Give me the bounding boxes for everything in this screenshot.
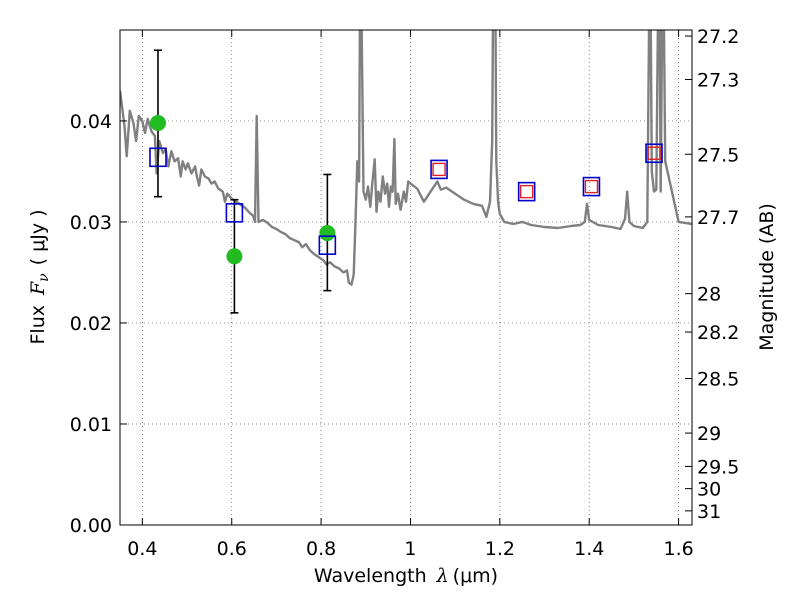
model-band-square [582, 176, 601, 197]
y2-tick-label: 29.5 [697, 456, 739, 478]
y2-tick-label: 27.5 [697, 144, 739, 166]
y2-tick-label: 28.5 [697, 369, 739, 391]
y2-tick-label: 31 [697, 501, 721, 523]
observed-point [149, 114, 166, 131]
x-tick-label: 1 [404, 538, 416, 560]
model-sed-line [120, 30, 692, 286]
y-tick-label: 0.04 [70, 111, 112, 133]
x-tick-label: 0.6 [217, 538, 247, 560]
observed-point [226, 248, 243, 265]
x-axis-label-unit: (μm) [453, 565, 498, 587]
model-band-square [430, 159, 448, 180]
y2-tick-label: 27.2 [697, 26, 739, 48]
y-axis-label-symbol: F [27, 281, 49, 296]
red-inner-square [432, 162, 446, 177]
model-band-square [149, 147, 167, 168]
y2-axis-label: Magnitude (AB) [756, 203, 778, 351]
y-axis-label: Flux Fν ( μJy ) [27, 209, 52, 344]
y-tick-label: 0.00 [70, 515, 112, 537]
y-axis-label-subscript: ν [36, 273, 52, 282]
errorbar-layer [149, 49, 663, 314]
x-tick-label: 0.4 [127, 538, 157, 560]
y2-tick-label: 30 [697, 479, 721, 501]
x-tick-label: 1.4 [574, 538, 604, 560]
model-band-square [645, 143, 663, 164]
y2-tick-label: 28 [697, 284, 721, 306]
observed-point [319, 225, 336, 242]
y2-tick-label: 29 [697, 423, 721, 445]
x-axis-label-prefix: Wavelength [314, 565, 427, 587]
y-axis-label-prefix: Flux [27, 305, 49, 345]
y-tick-label: 0.03 [70, 212, 112, 234]
x-axis-label: Wavelength λ (μm) [314, 565, 498, 587]
red-inner-square [519, 184, 534, 199]
red-inner-square [584, 179, 599, 194]
ticks: 0.4 0.6 0.8 1 1.2 1.4 1.6 0.00 0.01 0.02 0.03 0.04 2… [70, 26, 740, 560]
model-band-square [517, 181, 536, 202]
x-tick-label: 1.2 [485, 538, 515, 560]
model-band-square [318, 235, 337, 255]
data-layer [120, 30, 692, 286]
red-inner-square [647, 146, 661, 160]
model-band-square [225, 203, 244, 223]
y2-tick-label: 28.2 [697, 322, 739, 344]
plot-background [120, 30, 692, 525]
plot-frame [119, 29, 693, 526]
y-axis-label-unit: ( μJy ) [27, 209, 49, 265]
x-tick-label: 0.8 [306, 538, 336, 560]
y-tick-label: 0.01 [70, 414, 112, 436]
y-tick-label: 0.02 [70, 313, 112, 335]
x-tick-label: 1.6 [663, 538, 693, 560]
y2-tick-label: 27.7 [697, 207, 739, 229]
y2-tick-label: 27.3 [697, 70, 739, 92]
x-axis-label-symbol: λ [436, 565, 449, 587]
